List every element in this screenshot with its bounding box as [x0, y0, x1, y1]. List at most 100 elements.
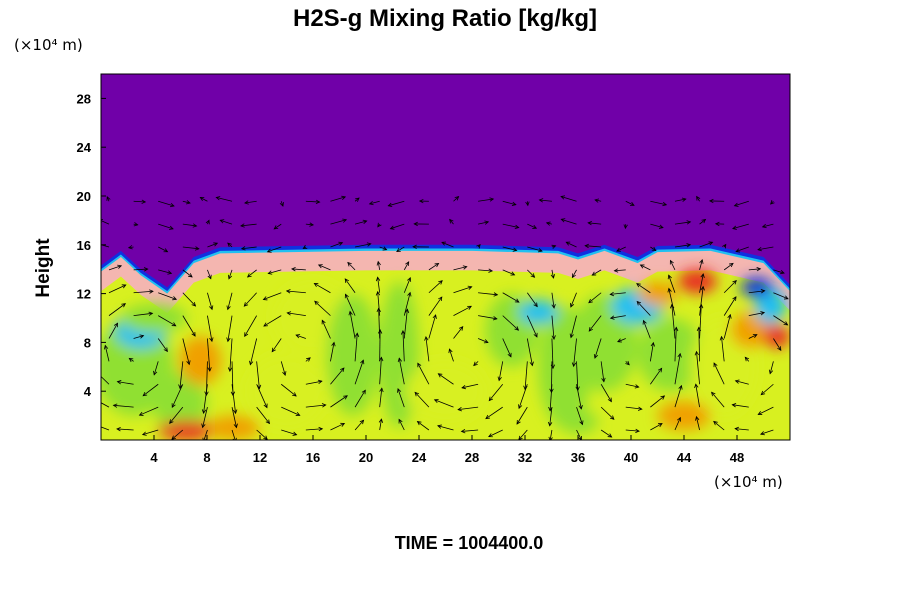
wind-arrow: [576, 406, 584, 426]
wind-arrow: [354, 219, 368, 225]
wind-arrow: [153, 361, 159, 376]
wind-arrow: [182, 338, 191, 366]
wind-arrow: [108, 284, 127, 294]
wind-arrow: [502, 292, 520, 303]
wind-arrow: [271, 338, 282, 353]
wind-arrow: [527, 246, 543, 253]
wind-arrow: [733, 200, 749, 207]
wind-arrow: [101, 426, 110, 431]
wind-arrow: [279, 201, 284, 207]
field-blob: [326, 293, 380, 416]
wind-arrow: [108, 264, 123, 271]
wind-arrow: [449, 218, 454, 225]
wind-arrow: [625, 428, 640, 434]
wind-arrow: [397, 388, 405, 408]
wind-arrow: [267, 269, 282, 275]
x-unit-label: (×10⁴ m): [714, 473, 783, 491]
wind-arrow: [266, 246, 282, 253]
wind-arrow: [650, 395, 666, 408]
x-tick-label: 36: [571, 450, 585, 465]
wind-arrow: [560, 218, 577, 225]
wind-arrow: [199, 197, 208, 202]
wind-arrow: [215, 196, 233, 202]
wind-arrow: [502, 269, 516, 276]
wind-arrow: [108, 322, 118, 339]
wind-arrow: [748, 311, 766, 317]
field-blob: [677, 269, 718, 294]
wind-arrow: [281, 406, 301, 416]
wind-arrow: [280, 361, 287, 376]
field-blob: [740, 277, 773, 298]
x-tick-label: 44: [677, 450, 692, 465]
y-unit-label: (×10⁴ m): [14, 36, 83, 54]
wind-arrow: [428, 280, 443, 294]
wind-arrow: [478, 197, 495, 202]
x-tick-label: 32: [518, 450, 532, 465]
wind-arrow: [674, 384, 683, 408]
wind-arrow: [101, 402, 110, 408]
wind-arrow: [625, 200, 635, 206]
wind-arrow: [584, 243, 602, 249]
wind-arrow: [157, 338, 168, 353]
y-tick-label: 24: [77, 140, 92, 155]
wind-arrow: [488, 383, 504, 402]
wind-arrow: [428, 314, 437, 339]
x-tick-label: 28: [465, 450, 479, 465]
wind-arrow: [699, 273, 705, 293]
field-blob: [730, 311, 771, 349]
y-axis-label: Height: [33, 238, 54, 298]
wind-arrow: [525, 201, 530, 207]
field-blob: [637, 281, 678, 306]
wind-arrow: [158, 292, 178, 301]
wind-arrow: [182, 315, 196, 337]
wind-arrow: [403, 291, 412, 316]
y-tick-label: 8: [84, 335, 91, 350]
field-blob: [207, 415, 260, 440]
time-label: TIME = 1004400.0: [395, 533, 544, 553]
wind-arrow: [330, 395, 348, 408]
y-tick-label: 4: [84, 384, 92, 399]
wind-arrow: [477, 338, 489, 344]
wind-arrow: [141, 429, 159, 436]
wind-arrow: [354, 197, 360, 202]
wind-arrow: [244, 200, 257, 205]
wind-arrow: [547, 407, 553, 427]
wind-arrow: [699, 285, 705, 316]
wind-arrow: [379, 246, 388, 251]
wind-arrow: [201, 407, 208, 429]
wind-arrow: [550, 269, 555, 279]
wind-arrow: [416, 420, 430, 431]
wind-arrow: [623, 224, 628, 230]
wind-arrow: [207, 269, 212, 280]
wind-arrow: [262, 292, 282, 301]
y-tick-label: 12: [77, 287, 91, 302]
wind-arrow: [256, 384, 268, 409]
wind-arrow: [330, 241, 344, 248]
wind-arrow: [723, 262, 734, 271]
wind-arrow: [560, 195, 577, 202]
wind-arrow: [330, 195, 347, 202]
wind-arrow: [302, 244, 308, 249]
wind-arrow: [387, 200, 405, 207]
wind-arrow: [719, 335, 725, 362]
wind-arrow: [674, 220, 692, 225]
wind-arrow: [133, 267, 149, 272]
wind-arrow: [650, 200, 668, 207]
wind-arrow: [412, 244, 429, 250]
wind-arrow: [548, 429, 553, 440]
wind-arrow: [460, 428, 479, 434]
wind-arrow: [377, 329, 383, 362]
wind-arrow: [354, 242, 372, 248]
wind-arrow: [699, 241, 714, 248]
wind-arrow: [527, 223, 538, 229]
wind-arrow: [674, 243, 692, 248]
field-blob: [763, 324, 790, 349]
wind-arrow: [158, 315, 177, 327]
wind-arrow: [230, 361, 236, 397]
wind-arrow: [207, 315, 214, 343]
wind-arrow: [453, 285, 473, 294]
wind-arrow: [674, 352, 682, 385]
wind-arrow: [694, 383, 700, 408]
wind-arrow: [354, 359, 365, 385]
y-axis: 4 8 12 16 20 24 28: [77, 91, 106, 399]
